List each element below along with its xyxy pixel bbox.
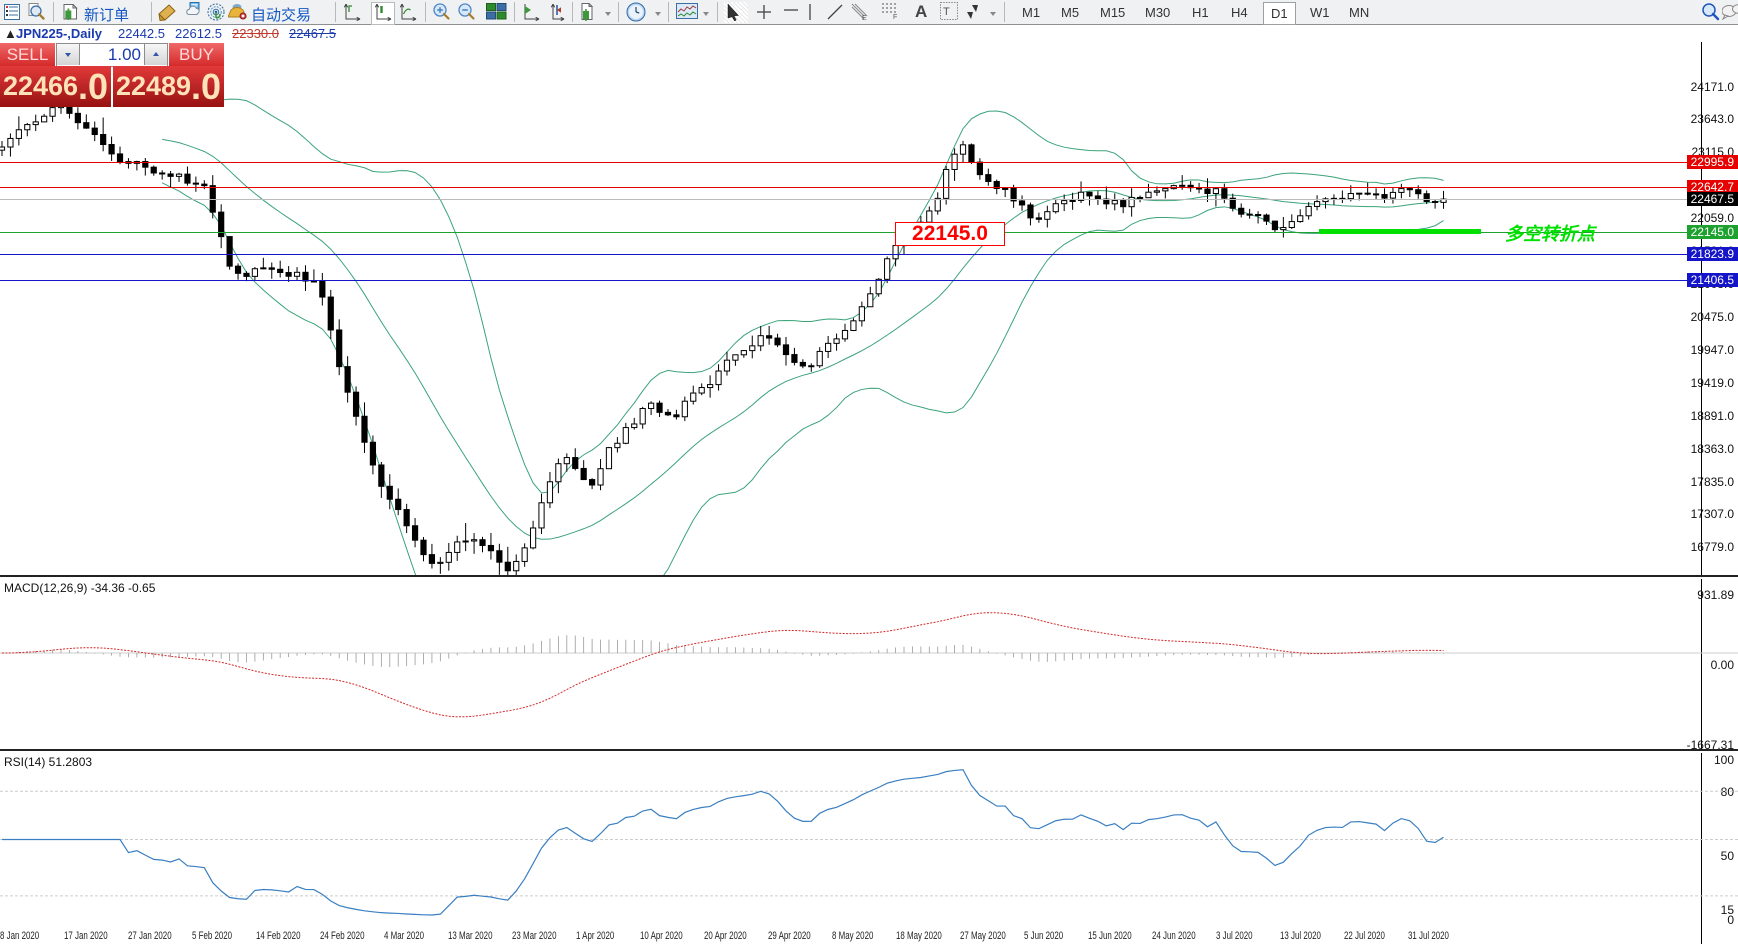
svg-text:T: T [943,6,950,18]
svg-text:E: E [862,15,867,21]
svg-text:F: F [893,14,897,20]
